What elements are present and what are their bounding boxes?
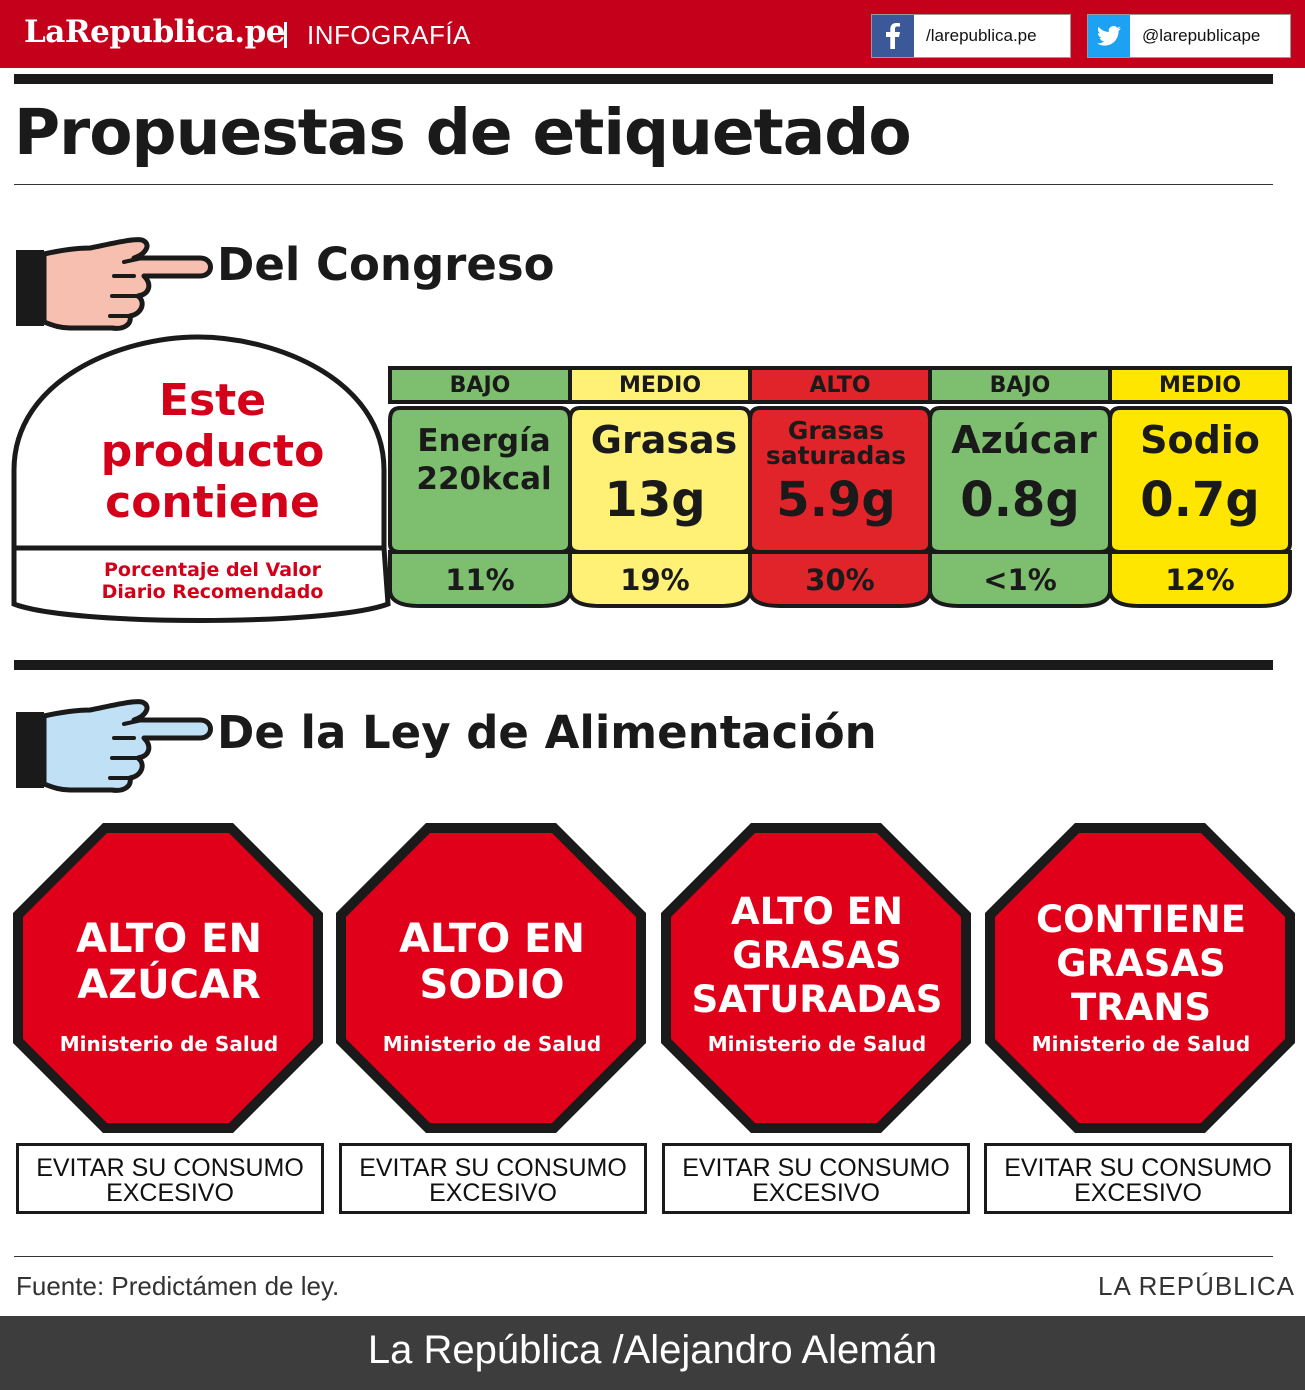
nutrient-name: Grasas — [590, 418, 738, 462]
warning-box: EVITAR SU CONSUMO EXCESIVO — [339, 1143, 647, 1214]
nutrient-name-line: 220kcal — [416, 461, 552, 497]
seal-ministry: Ministerio de Salud — [382, 1032, 602, 1056]
header-separator — [284, 22, 287, 48]
pointing-hand-icon — [16, 699, 213, 793]
warning-line: EVITAR SU CONSUMO — [359, 1154, 627, 1182]
source-note: Fuente: Predictámen de ley. — [16, 1271, 340, 1301]
nutrient-name: Azúcar — [951, 418, 1097, 462]
site-logo[interactable]: LaRepublica.pe — [24, 14, 285, 50]
seal-ministry: Ministerio de Salud — [1031, 1032, 1251, 1056]
section-heading-congreso: Del Congreso — [217, 238, 555, 291]
seal-ministry: Ministerio de Salud — [59, 1032, 279, 1056]
nutrient-name: Energía 220kcal — [390, 422, 578, 498]
pct-value: 19% — [620, 563, 690, 597]
level-label: MEDIO — [618, 373, 702, 398]
divider — [14, 1256, 1273, 1257]
level-label: BAJO — [989, 373, 1051, 398]
seal-line: SATURADAS — [691, 978, 943, 1021]
stop-seal — [985, 823, 1295, 1133]
facebook-link[interactable]: /larepublica.pe — [871, 14, 1071, 58]
nutrient-value: 0.8g — [960, 472, 1080, 528]
warning-box: EVITAR SU CONSUMO EXCESIVO — [16, 1143, 324, 1214]
nutrient-name: Grasas saturadas — [750, 418, 922, 468]
seal-line: ALTO EN — [731, 890, 903, 933]
seal-line: ALTO EN — [399, 916, 585, 962]
warning-line: EVITAR SU CONSUMO — [1004, 1154, 1272, 1182]
level-label: ALTO — [809, 373, 871, 398]
pct-caption-line: Porcentaje del Valor — [104, 559, 321, 581]
seal-ministry: Ministerio de Salud — [707, 1032, 927, 1056]
nutrient-name-line: saturadas — [765, 441, 907, 470]
warning-line: EXCESIVO — [106, 1179, 234, 1207]
pointing-hand-icon — [16, 237, 213, 331]
seal-line: GRASAS — [1056, 942, 1226, 985]
footer-bar — [0, 1316, 1305, 1390]
nutrient-name-line: Energía — [417, 423, 551, 459]
warning-line: EVITAR SU CONSUMO — [36, 1154, 304, 1182]
divider — [14, 74, 1273, 84]
pct-value: 30% — [805, 563, 875, 597]
level-label: MEDIO — [1158, 373, 1242, 398]
seal-text: ALTO EN AZÚCAR — [24, 916, 314, 1008]
seal-line: SODIO — [419, 962, 565, 1008]
warning-box: EVITAR SU CONSUMO EXCESIVO — [662, 1143, 970, 1214]
stop-seal — [336, 823, 646, 1133]
pct-value: 12% — [1165, 563, 1235, 597]
seal-line: TRANS — [1071, 986, 1211, 1029]
stop-seal — [661, 823, 971, 1133]
warning-line: EXCESIVO — [429, 1179, 557, 1207]
seal-line: AZÚCAR — [77, 962, 261, 1008]
brand-signature: LA REPÚBLICA — [1098, 1271, 1295, 1301]
label-intro-line: producto — [100, 426, 325, 477]
seal-line: ALTO EN — [76, 916, 262, 962]
stop-seal — [13, 823, 323, 1133]
twitter-handle: @larepublicape — [1142, 26, 1261, 45]
label-intro: Este producto contiene — [40, 375, 385, 528]
seal-text: CONTIENE GRASAS TRANS — [996, 898, 1286, 1030]
nutrient-value: 0.7g — [1140, 472, 1260, 528]
nutrient-value: 5.9g — [776, 472, 896, 528]
nutrition-label — [11, 334, 1292, 623]
nutrient-name-line: Grasas — [787, 416, 885, 445]
pct-value: <1% — [983, 563, 1057, 597]
warning-line: EXCESIVO — [1074, 1179, 1202, 1207]
level-label: BAJO — [449, 373, 511, 398]
nutrient-value: 13g — [604, 472, 706, 528]
nutrient-column-part — [1108, 550, 1292, 608]
divider — [14, 184, 1273, 185]
warning-box: EVITAR SU CONSUMO EXCESIVO — [984, 1143, 1292, 1214]
section-heading-ley: De la Ley de Alimentación — [217, 706, 877, 759]
label-intro-line: contiene — [105, 477, 320, 528]
facebook-handle: /larepublica.pe — [926, 26, 1037, 45]
twitter-link[interactable]: @larepublicape — [1087, 14, 1291, 58]
pct-caption: Porcentaje del Valor Diario Recomendado — [40, 559, 385, 603]
divider — [14, 660, 1273, 670]
pct-value: 11% — [445, 563, 515, 597]
seal-line: CONTIENE — [1035, 898, 1247, 941]
pct-caption-line: Diario Recomendado — [101, 581, 324, 603]
nutrient-column-part — [1108, 366, 1292, 404]
label-intro-line: Este — [158, 375, 267, 426]
page-title: Propuestas de etiquetado — [14, 96, 912, 169]
credit-line: La República /Alejandro Alemán — [367, 1328, 938, 1372]
seal-text: ALTO EN GRASAS SATURADAS — [672, 890, 962, 1022]
seal-text: ALTO EN SODIO — [347, 916, 637, 1008]
warning-line: EXCESIVO — [752, 1179, 880, 1207]
seal-line: GRASAS — [732, 934, 902, 977]
twitter-icon — [1088, 15, 1130, 57]
section-label: INFOGRAFÍA — [307, 20, 471, 50]
facebook-icon — [872, 15, 914, 57]
warning-line: EVITAR SU CONSUMO — [682, 1154, 950, 1182]
nutrient-name: Sodio — [1140, 418, 1260, 462]
